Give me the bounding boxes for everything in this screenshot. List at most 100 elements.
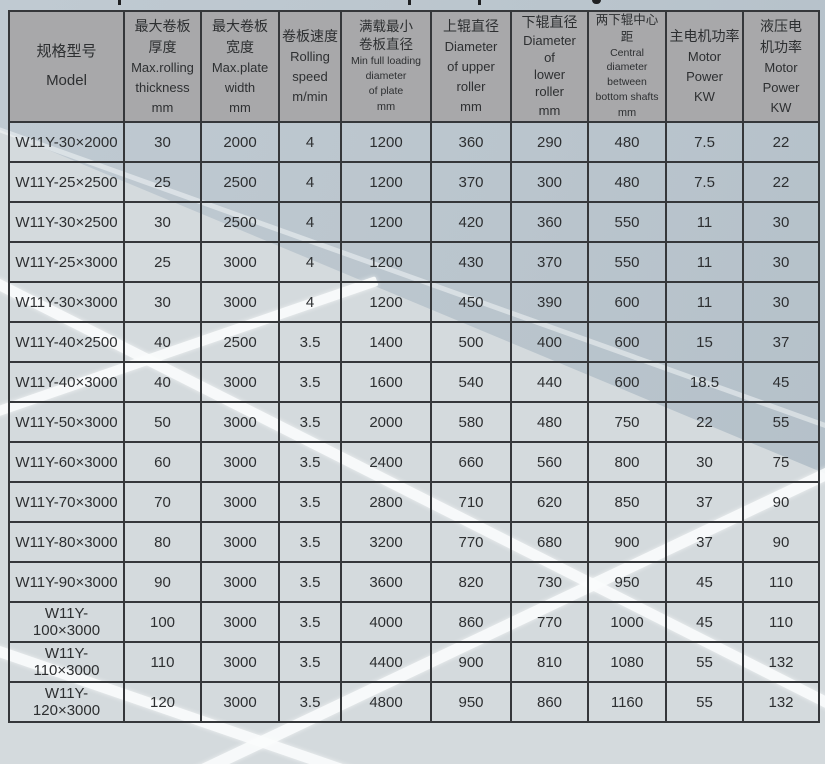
- header-unit: mm: [151, 99, 174, 115]
- value-cell: 370: [510, 241, 589, 283]
- value-cell: 30: [742, 281, 820, 323]
- value-cell: 1200: [340, 241, 432, 283]
- header-en: Min full loading diameter of plate: [350, 55, 422, 97]
- value-cell: 820: [430, 561, 512, 603]
- value-cell: 60: [123, 441, 202, 483]
- value-cell: 1200: [340, 161, 432, 203]
- value-cell: 750: [587, 401, 667, 443]
- model-cell: W11Y-40×2500: [8, 321, 125, 363]
- value-cell: 730: [510, 561, 589, 603]
- value-cell: 3.5: [278, 361, 342, 403]
- value-cell: 770: [430, 521, 512, 563]
- value-cell: 850: [587, 481, 667, 523]
- model-cell: W11Y-80×3000: [8, 521, 125, 563]
- model-cell: W11Y-25×2500: [8, 161, 125, 203]
- header-cell-lower-roller: 下辊直径 Diameter of lower roller mm: [510, 10, 589, 123]
- value-cell: 4: [278, 201, 342, 243]
- value-cell: 3000: [200, 361, 280, 403]
- cropped-text-fragment: [592, 0, 601, 4]
- header-unit: mm: [229, 99, 251, 115]
- value-cell: 3000: [200, 601, 280, 643]
- header-unit: mm: [460, 99, 482, 115]
- value-cell: 4: [278, 161, 342, 203]
- table-header: 规格型号 Model 最大卷板 厚度 Max.rolling thickness…: [8, 10, 820, 123]
- value-cell: 860: [430, 601, 512, 643]
- header-row: 规格型号 Model 最大卷板 厚度 Max.rolling thickness…: [8, 10, 820, 123]
- value-cell: 500: [430, 321, 512, 363]
- value-cell: 55: [665, 641, 744, 683]
- value-cell: 22: [742, 121, 820, 163]
- cropped-text-fragment: [118, 0, 121, 5]
- value-cell: 4: [278, 281, 342, 323]
- model-cell: W11Y-40×3000: [8, 361, 125, 403]
- value-cell: 2500: [200, 201, 280, 243]
- value-cell: 30: [742, 241, 820, 283]
- value-cell: 37: [742, 321, 820, 363]
- value-cell: 3.5: [278, 401, 342, 443]
- header-cell-upper-roller: 上辊直径 Diameter of upper roller mm: [430, 10, 512, 123]
- value-cell: 560: [510, 441, 589, 483]
- value-cell: 600: [587, 361, 667, 403]
- value-cell: 810: [510, 641, 589, 683]
- header-en: Rolling speed: [290, 49, 330, 85]
- value-cell: 45: [665, 561, 744, 603]
- value-cell: 2800: [340, 481, 432, 523]
- value-cell: 11: [665, 201, 744, 243]
- value-cell: 50: [123, 401, 202, 443]
- header-en: Motor Power: [762, 59, 800, 95]
- value-cell: 1600: [340, 361, 432, 403]
- table-row: W11Y-90×3000 90 3000 3.5 3600 820 730 950 45 110: [8, 561, 820, 603]
- value-cell: 1000: [587, 601, 667, 643]
- header-cell-motor-power: 主电机功率 Motor Power KW: [665, 10, 744, 123]
- value-cell: 132: [742, 641, 820, 683]
- value-cell: 680: [510, 521, 589, 563]
- cropped-text-fragment: [408, 0, 411, 5]
- model-cell: W11Y-50×3000: [8, 401, 125, 443]
- header-zh: 上辊直径: [443, 18, 499, 35]
- header-en: Diameter of lower roller: [523, 33, 576, 100]
- header-cell-central-distance: 两下辊中心距 Central diameter between bottom s…: [587, 10, 667, 123]
- header-unit: KW: [694, 89, 715, 105]
- value-cell: 1200: [340, 201, 432, 243]
- header-cell-min-diameter: 满载最小 卷板直径 Min full loading diameter of p…: [340, 10, 432, 123]
- value-cell: 30: [123, 121, 202, 163]
- value-cell: 40: [123, 321, 202, 363]
- header-unit: mm: [617, 106, 637, 119]
- value-cell: 2000: [200, 121, 280, 163]
- table-row: W11Y-60×3000 60 3000 3.5 2400 660 560 800 30 75: [8, 441, 820, 483]
- value-cell: 540: [430, 361, 512, 403]
- value-cell: 620: [510, 481, 589, 523]
- value-cell: 70: [123, 481, 202, 523]
- model-cell: W11Y-70×3000: [8, 481, 125, 523]
- value-cell: 800: [587, 441, 667, 483]
- table-row: W11Y-30×3000 30 3000 4 1200 450 390 600 11 30: [8, 281, 820, 323]
- value-cell: 950: [587, 561, 667, 603]
- value-cell: 25: [123, 161, 202, 203]
- value-cell: 3000: [200, 481, 280, 523]
- value-cell: 25: [123, 241, 202, 283]
- table-row: W11Y-30×2000 30 2000 4 1200 360 290 480 7.5 22: [8, 121, 820, 163]
- value-cell: 1160: [587, 681, 667, 723]
- header-zh: 最大卷板 厚度: [134, 17, 191, 55]
- header-unit: KW: [770, 99, 792, 115]
- value-cell: 120: [123, 681, 202, 723]
- value-cell: 660: [430, 441, 512, 483]
- value-cell: 55: [742, 401, 820, 443]
- value-cell: 580: [430, 401, 512, 443]
- table-row: W11Y-80×3000 80 3000 3.5 3200 770 680 900 37 90: [8, 521, 820, 563]
- value-cell: 600: [587, 281, 667, 323]
- value-cell: 3000: [200, 241, 280, 283]
- value-cell: 3000: [200, 681, 280, 723]
- value-cell: 22: [742, 161, 820, 203]
- value-cell: 3000: [200, 441, 280, 483]
- value-cell: 3.5: [278, 681, 342, 723]
- model-cell: W11Y-110×3000: [8, 641, 125, 683]
- value-cell: 11: [665, 281, 744, 323]
- value-cell: 30: [123, 201, 202, 243]
- value-cell: 600: [587, 321, 667, 363]
- header-en: Max.rolling thickness: [131, 59, 194, 95]
- header-zh: 卷板速度: [282, 28, 338, 45]
- header-cell-max-width: 最大卷板 宽度 Max.plate width mm: [200, 10, 280, 123]
- table-row: W11Y-25×3000 25 3000 4 1200 430 370 550 11 30: [8, 241, 820, 283]
- value-cell: 90: [742, 521, 820, 563]
